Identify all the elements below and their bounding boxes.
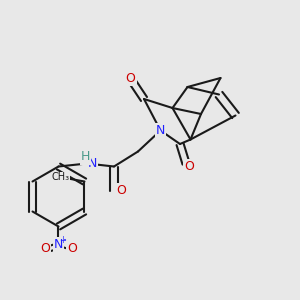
Text: O: O <box>184 160 194 173</box>
Text: N: N <box>156 124 165 137</box>
Text: O: O <box>126 71 135 85</box>
Text: N: N <box>88 157 97 170</box>
Text: +: + <box>59 236 66 245</box>
Text: CH₃: CH₃ <box>51 172 70 182</box>
Text: N: N <box>88 157 97 170</box>
Text: H: H <box>81 150 90 164</box>
Text: H: H <box>81 152 90 162</box>
Text: N: N <box>54 238 63 251</box>
Text: O: O <box>40 242 50 256</box>
Text: O: O <box>117 184 126 197</box>
Text: O: O <box>117 184 126 197</box>
Text: O: O <box>67 242 77 256</box>
Text: N: N <box>156 124 165 137</box>
Text: +: + <box>59 236 65 244</box>
Text: CH₃: CH₃ <box>51 172 70 182</box>
Text: O: O <box>40 242 50 256</box>
Text: O: O <box>126 71 135 85</box>
Text: O: O <box>184 160 194 173</box>
Text: O: O <box>67 242 77 256</box>
Text: N: N <box>54 238 63 251</box>
